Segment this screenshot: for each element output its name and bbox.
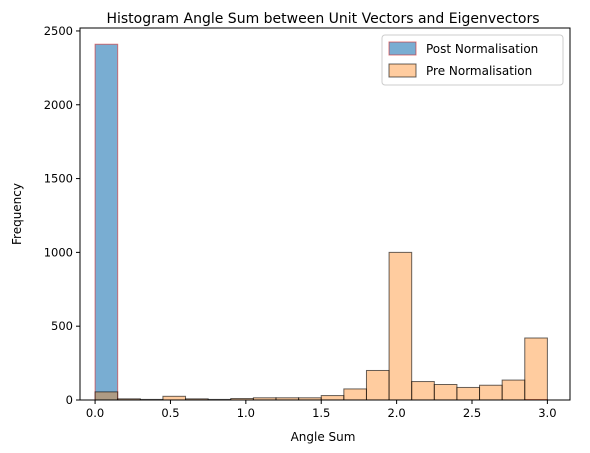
x-tick-label: 1.5: [312, 406, 330, 420]
y-axis-ticks: 0 500 1000 1500 2000 2500: [44, 24, 80, 407]
x-tick-label: 2.5: [463, 406, 481, 420]
bar-pre-normalisation-14: [411, 381, 435, 401]
legend-swatch-pre-normalisation: [388, 63, 417, 78]
x-tick-label: 0.5: [161, 406, 179, 420]
chart-title: Histogram Angle Sum between Unit Vectors…: [106, 11, 539, 27]
x-tick-label: 3.0: [538, 406, 556, 420]
y-tick-label: 2500: [44, 24, 73, 38]
bar-pre-normalisation-10: [320, 395, 345, 401]
plot-frame: [79, 27, 571, 401]
x-tick-label: 1.0: [237, 406, 255, 420]
y-tick-label: 0: [66, 393, 73, 407]
bar-post-normalisation-0: [94, 43, 119, 401]
bar-pre-normalisation-16: [456, 386, 481, 401]
bar-pre-normalisation-18: [501, 379, 526, 401]
x-axis-label: Angle Sum: [291, 430, 356, 444]
bar-pre-normalisation-17: [479, 384, 503, 401]
legend-label-post-normalisation: Post Normalisation: [426, 42, 538, 56]
bar-pre-normalisation-11: [343, 388, 367, 401]
y-tick-label: 2000: [44, 98, 73, 112]
y-tick-label: 500: [51, 319, 73, 333]
legend-swatch-post-normalisation: [388, 41, 417, 56]
bars-layer: [94, 43, 548, 401]
bar-pre-normalisation-3: [162, 395, 187, 401]
x-axis-ticks: 0.0 0.5 1.0 1.5 2.0 2.5 3.0: [86, 400, 557, 420]
legend-label-pre-normalisation: Pre Normalisation: [426, 64, 532, 78]
bar-pre-normalisation-0: [94, 391, 119, 401]
bar-pre-normalisation-12: [365, 369, 390, 401]
legend: Post Normalisation Pre Normalisation: [381, 34, 564, 86]
y-tick-label: 1500: [44, 172, 73, 186]
bar-pre-normalisation-19: [524, 337, 548, 401]
bar-pre-normalisation-13: [388, 251, 413, 401]
x-tick-label: 2.0: [387, 406, 405, 420]
y-axis-label: Frequency: [10, 183, 24, 245]
y-tick-label: 1000: [44, 245, 73, 259]
bar-pre-normalisation-15: [433, 384, 458, 401]
legend-frame: [381, 34, 564, 86]
x-tick-label: 0.0: [86, 406, 104, 420]
